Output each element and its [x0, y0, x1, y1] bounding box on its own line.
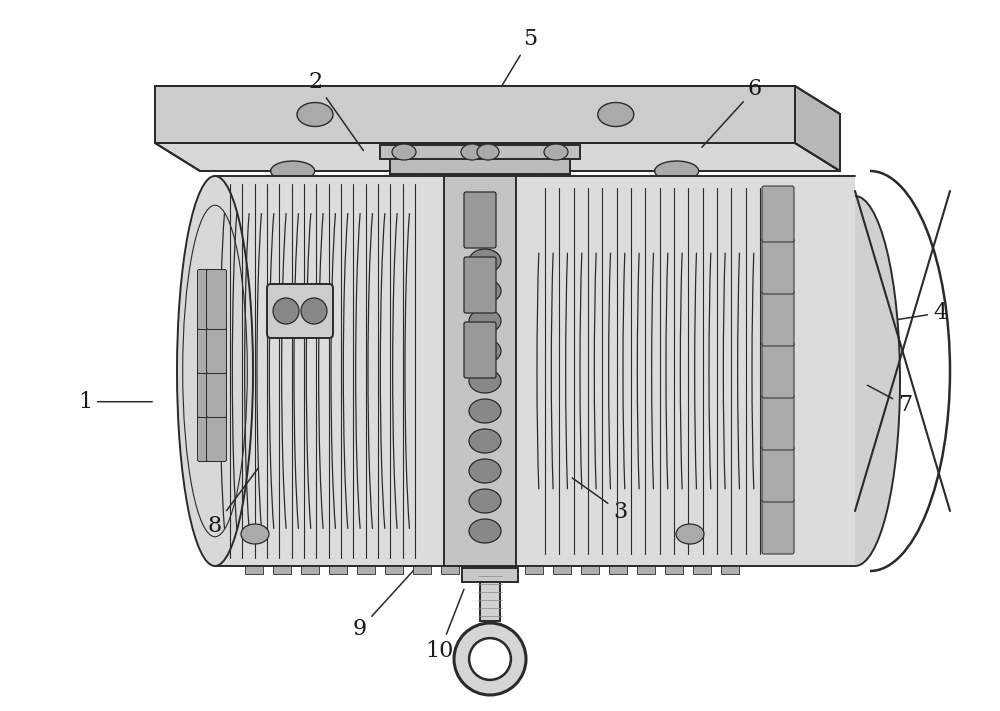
FancyBboxPatch shape: [762, 186, 794, 242]
Ellipse shape: [469, 339, 501, 363]
Polygon shape: [721, 566, 739, 574]
Polygon shape: [245, 566, 263, 574]
Text: 5: 5: [501, 28, 537, 87]
FancyBboxPatch shape: [762, 498, 794, 554]
Polygon shape: [215, 176, 855, 566]
FancyBboxPatch shape: [207, 314, 226, 373]
Polygon shape: [155, 86, 795, 143]
Ellipse shape: [177, 176, 253, 566]
FancyBboxPatch shape: [198, 269, 218, 329]
FancyBboxPatch shape: [198, 314, 218, 373]
Ellipse shape: [676, 524, 704, 544]
Polygon shape: [301, 566, 319, 574]
Text: 4: 4: [898, 302, 947, 324]
Ellipse shape: [301, 298, 327, 324]
Ellipse shape: [469, 459, 501, 483]
Ellipse shape: [544, 144, 568, 160]
Ellipse shape: [271, 161, 315, 181]
Polygon shape: [469, 566, 487, 574]
FancyBboxPatch shape: [198, 358, 218, 417]
Polygon shape: [444, 176, 516, 566]
Polygon shape: [385, 566, 403, 574]
Ellipse shape: [477, 144, 499, 160]
Polygon shape: [609, 566, 627, 574]
Ellipse shape: [469, 249, 501, 273]
Text: 7: 7: [867, 385, 912, 416]
Polygon shape: [273, 566, 291, 574]
Polygon shape: [637, 566, 655, 574]
FancyBboxPatch shape: [198, 402, 218, 461]
Polygon shape: [665, 566, 683, 574]
Ellipse shape: [469, 638, 511, 680]
Ellipse shape: [469, 519, 501, 543]
Polygon shape: [357, 566, 375, 574]
FancyBboxPatch shape: [207, 358, 226, 417]
Ellipse shape: [297, 102, 333, 127]
Ellipse shape: [273, 298, 299, 324]
Ellipse shape: [469, 279, 501, 303]
Text: 6: 6: [702, 78, 762, 147]
Polygon shape: [525, 566, 543, 574]
Polygon shape: [390, 156, 570, 174]
Text: 10: 10: [426, 589, 464, 661]
Text: 8: 8: [208, 468, 258, 537]
Polygon shape: [553, 566, 571, 574]
Polygon shape: [480, 568, 500, 621]
FancyBboxPatch shape: [267, 284, 333, 338]
FancyBboxPatch shape: [464, 257, 496, 313]
Polygon shape: [581, 566, 599, 574]
Polygon shape: [497, 566, 515, 574]
Ellipse shape: [392, 144, 416, 160]
Ellipse shape: [469, 369, 501, 393]
Ellipse shape: [469, 399, 501, 423]
FancyBboxPatch shape: [207, 402, 226, 461]
Text: 9: 9: [353, 571, 413, 640]
Polygon shape: [693, 566, 711, 574]
Polygon shape: [155, 143, 840, 171]
Polygon shape: [329, 566, 347, 574]
Ellipse shape: [598, 102, 634, 127]
Ellipse shape: [810, 196, 900, 566]
Polygon shape: [795, 86, 840, 171]
Ellipse shape: [476, 161, 520, 181]
FancyBboxPatch shape: [762, 238, 794, 294]
Polygon shape: [380, 145, 580, 159]
FancyBboxPatch shape: [207, 269, 226, 329]
Polygon shape: [542, 145, 570, 174]
FancyBboxPatch shape: [762, 394, 794, 450]
Ellipse shape: [454, 623, 526, 695]
Ellipse shape: [469, 309, 501, 333]
FancyBboxPatch shape: [762, 446, 794, 502]
FancyBboxPatch shape: [464, 322, 496, 378]
Text: 2: 2: [308, 71, 363, 151]
Ellipse shape: [655, 161, 699, 181]
Text: 3: 3: [572, 478, 627, 523]
Ellipse shape: [241, 524, 269, 544]
Ellipse shape: [469, 489, 501, 513]
FancyBboxPatch shape: [762, 290, 794, 346]
Polygon shape: [462, 568, 518, 582]
Polygon shape: [441, 566, 459, 574]
FancyBboxPatch shape: [762, 342, 794, 398]
Ellipse shape: [461, 144, 483, 160]
Polygon shape: [390, 145, 418, 174]
Text: 1: 1: [78, 391, 152, 412]
Ellipse shape: [469, 429, 501, 453]
Polygon shape: [413, 566, 431, 574]
FancyBboxPatch shape: [464, 192, 496, 248]
